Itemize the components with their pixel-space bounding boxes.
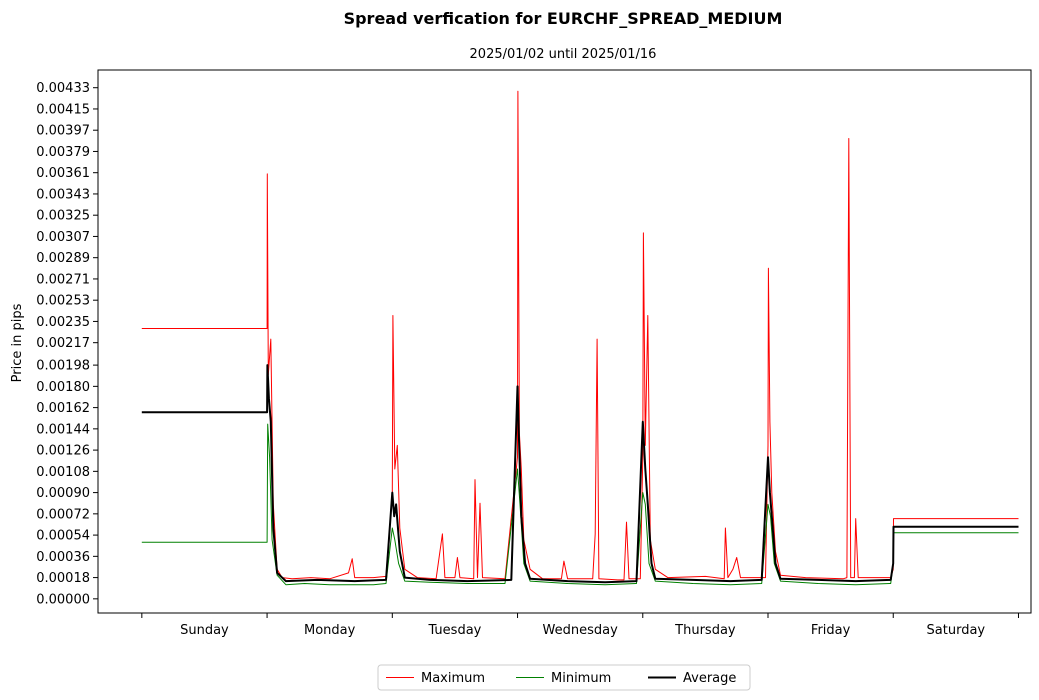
y-tick-label: 0.00162 xyxy=(36,401,90,416)
y-tick-label: 0.00198 xyxy=(36,359,90,374)
legend-label-maximum: Maximum xyxy=(421,671,485,686)
y-tick-label: 0.00271 xyxy=(36,272,90,287)
y-tick-label: 0.00036 xyxy=(36,550,90,565)
chart-title: Spread verfication for EURCHF_SPREAD_MED… xyxy=(344,9,783,28)
y-tick-label: 0.00433 xyxy=(36,81,90,96)
y-tick-label: 0.00307 xyxy=(36,230,90,245)
y-tick-label: 0.00072 xyxy=(36,507,90,522)
series-line-average xyxy=(141,364,1019,584)
x-axis: Sunday Monday Tuesday Wednesday Thursday Frid… xyxy=(141,613,1019,638)
plot-frame xyxy=(97,69,1032,614)
y-tick-label: 0.00235 xyxy=(36,315,90,330)
series-line-maximum xyxy=(141,90,1019,581)
series-line-minimum xyxy=(141,423,1019,586)
legend: Maximum Minimum Average xyxy=(377,664,751,691)
x-tick-label: Friday xyxy=(811,623,851,638)
x-tick-label: Wednesday xyxy=(543,623,619,638)
x-tick-label: Thursday xyxy=(674,623,736,638)
y-tick-label: 0.00415 xyxy=(36,102,90,117)
y-tick-label: 0.00126 xyxy=(36,444,90,459)
y-tick-label: 0.00397 xyxy=(36,124,90,139)
y-tick-label: 0.00325 xyxy=(36,209,90,224)
y-tick-label: 0.00054 xyxy=(36,529,90,544)
y-tick-label: 0.00018 xyxy=(36,571,90,586)
y-tick-label: 0.00361 xyxy=(36,166,90,181)
x-tick-label: Saturday xyxy=(927,623,986,638)
chart-subtitle: 2025/01/02 until 2025/01/16 xyxy=(470,47,657,62)
y-tick-label: 0.00000 xyxy=(36,592,90,607)
legend-label-minimum: Minimum xyxy=(551,671,611,686)
series-layer xyxy=(141,90,1019,586)
legend-label-average: Average xyxy=(683,671,736,686)
x-tick-label: Sunday xyxy=(180,623,229,638)
y-tick-label: 0.00108 xyxy=(36,465,90,480)
y-tick-label: 0.00180 xyxy=(36,380,90,395)
y-axis-label: Price in pips xyxy=(10,303,25,382)
y-tick-label: 0.00217 xyxy=(36,336,90,351)
y-tick-label: 0.00343 xyxy=(36,187,90,202)
y-tick-label: 0.00144 xyxy=(36,422,90,437)
y-axis: 0.00000 0.00018 0.00036 0.00054 0.00072 0.000… xyxy=(36,81,98,607)
y-tick-label: 0.00090 xyxy=(36,486,90,501)
legend-frame xyxy=(377,664,751,691)
y-tick-label: 0.00379 xyxy=(36,145,90,160)
y-tick-label: 0.00289 xyxy=(36,251,90,266)
x-tick-label: Monday xyxy=(304,623,356,638)
y-tick-label: 0.00253 xyxy=(36,294,90,309)
x-tick-label: Tuesday xyxy=(427,623,481,638)
